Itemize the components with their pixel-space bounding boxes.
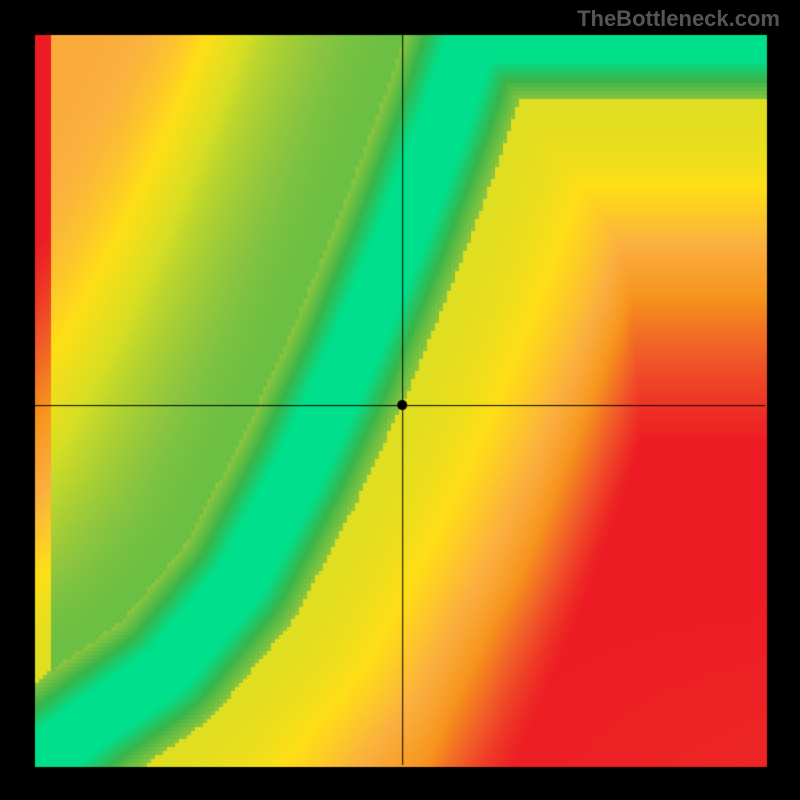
watermark-text: TheBottleneck.com [577, 6, 780, 32]
heatmap-canvas [0, 0, 800, 800]
chart-frame: TheBottleneck.com [0, 0, 800, 800]
